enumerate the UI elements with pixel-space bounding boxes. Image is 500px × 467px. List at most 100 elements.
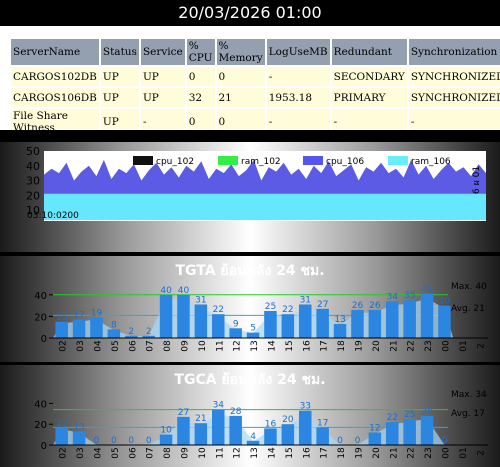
column-header: % CPU (186, 39, 215, 65)
x-tick-label: 13 (250, 340, 260, 351)
x-tick-label: 10 (198, 340, 208, 352)
tgta-title: TGTA ย้อนหลัง 24 ชม. (175, 263, 325, 279)
data-label: 0 (111, 436, 117, 446)
data-label: 19 (91, 308, 103, 318)
bar (316, 427, 329, 445)
y-tick-label: 50 (26, 145, 40, 158)
data-label: 4 (250, 432, 256, 442)
bar (420, 415, 434, 445)
x-tick-label: 03 (76, 447, 86, 458)
y-tick-label: 20 (34, 420, 47, 431)
x-tick-label: 09 (181, 340, 191, 352)
bar (351, 309, 364, 338)
data-label: 27 (317, 300, 328, 310)
bar (299, 410, 312, 445)
table-cell: SYNCHRONIZED (408, 88, 500, 107)
data-label: 31 (300, 296, 311, 306)
x-tick-label: 14 (268, 340, 278, 352)
x-tick-label: 04 (94, 447, 104, 459)
x-tick-label: 15 (285, 447, 295, 458)
data-label: 20 (282, 415, 294, 425)
x-tick-label: 04 (94, 340, 104, 352)
bar (107, 329, 121, 338)
table-cell: SECONDARY (331, 67, 407, 86)
bar (264, 311, 277, 338)
x-tick-label: 18 (337, 340, 347, 352)
bar (420, 293, 434, 338)
data-label: 26 (369, 301, 381, 311)
data-label: 0 (146, 436, 152, 446)
time-label: 03:10:0200 (27, 211, 79, 221)
column-header: Synchronization (408, 39, 500, 65)
bar (194, 304, 208, 338)
table-cell: UP (100, 67, 139, 86)
right-label: 6 ผ 01 (472, 166, 482, 194)
table-body: CARGOS102DB UP UP 0 0- SECONDARY SYNCHRONIZED C… (11, 67, 500, 135)
bar (55, 321, 68, 338)
data-label: 17 (317, 418, 328, 428)
table-cell: 0 (186, 67, 215, 86)
tgta-chart-panel: 0 20 40 15 02 17 03 19 04 8 05 2 06 2 07 40 08 40 09 31 10 22… (0, 256, 500, 362)
x-tick-label: 18 (337, 447, 347, 459)
table-cell: CARGOS106DB (11, 88, 99, 107)
x-tick-label: 20 (372, 447, 382, 459)
bar (333, 324, 347, 338)
data-label: 35 (404, 291, 415, 301)
x-tick-label: 23 (424, 447, 434, 458)
x-tick-label: 05 (111, 447, 121, 458)
bar (281, 424, 295, 445)
data-label: 33 (300, 402, 311, 412)
x-tick-label: 06 (128, 447, 138, 459)
data-label: 0 (355, 436, 361, 446)
bar (438, 305, 451, 338)
data-label: 9 (233, 319, 239, 329)
data-label: 5 (250, 324, 256, 334)
column-header: Status (100, 39, 139, 65)
bar (246, 440, 260, 445)
tgca-title: TGCA ย้อนหลัง 24 ชม. (174, 372, 326, 388)
x-tick-label: 16 (302, 447, 312, 459)
bar (368, 309, 382, 338)
data-label: 0 (337, 436, 343, 446)
x-tick-label: 22 (407, 340, 417, 351)
data-label: 31 (195, 296, 206, 306)
bar (212, 314, 225, 338)
table-row: CARGOS102DB UP UP 0 0- SECONDARY SYNCHRONIZED (11, 67, 500, 86)
data-label: 0 (128, 436, 134, 446)
bar (368, 432, 382, 445)
x-tick-label: 12 (233, 340, 243, 351)
table-cell: UP (100, 88, 139, 107)
data-label: 26 (352, 301, 364, 311)
x-tick-label: 05 (111, 340, 121, 351)
datetime-text: 20/03/2026 01:00 (178, 3, 322, 22)
y-tick-label: 20 (34, 312, 47, 323)
data-label: 17 (73, 311, 84, 321)
bar (264, 428, 277, 445)
bar (90, 317, 103, 338)
server-status-table: ServerName Status Service% CPU% Memory LogU… (9, 37, 500, 137)
bar (72, 319, 86, 338)
data-label: 41 (421, 285, 432, 295)
column-header: ServerName (11, 39, 99, 65)
x-tick-label: 02 (59, 447, 69, 458)
x-tick-label: 23 (424, 340, 434, 351)
table-cell: 1953.18 (266, 88, 330, 107)
server-status-panel: ServerName Status Service% CPU% Memory LogU… (0, 26, 500, 135)
x-tick-label: 13 (250, 447, 260, 458)
panel-background (0, 365, 500, 467)
x-tick-label: 00 (442, 447, 452, 459)
series-ram_106 (44, 193, 486, 220)
data-label: 25 (265, 302, 276, 312)
data-label: 34 (387, 292, 399, 302)
data-label: 25 (404, 410, 415, 420)
x-tick-label: 08 (163, 447, 173, 459)
x-tick-label: 10 (198, 447, 208, 459)
x-tick-label: 08 (163, 340, 173, 352)
bar (229, 415, 242, 445)
data-label: 17 (56, 418, 67, 428)
data-label: 40 (160, 286, 172, 296)
table-cell: 21 (216, 88, 265, 107)
bar (386, 301, 399, 338)
bar (403, 419, 416, 445)
tgca-chart: 0204017021303004005006007100827092110341… (0, 365, 500, 467)
